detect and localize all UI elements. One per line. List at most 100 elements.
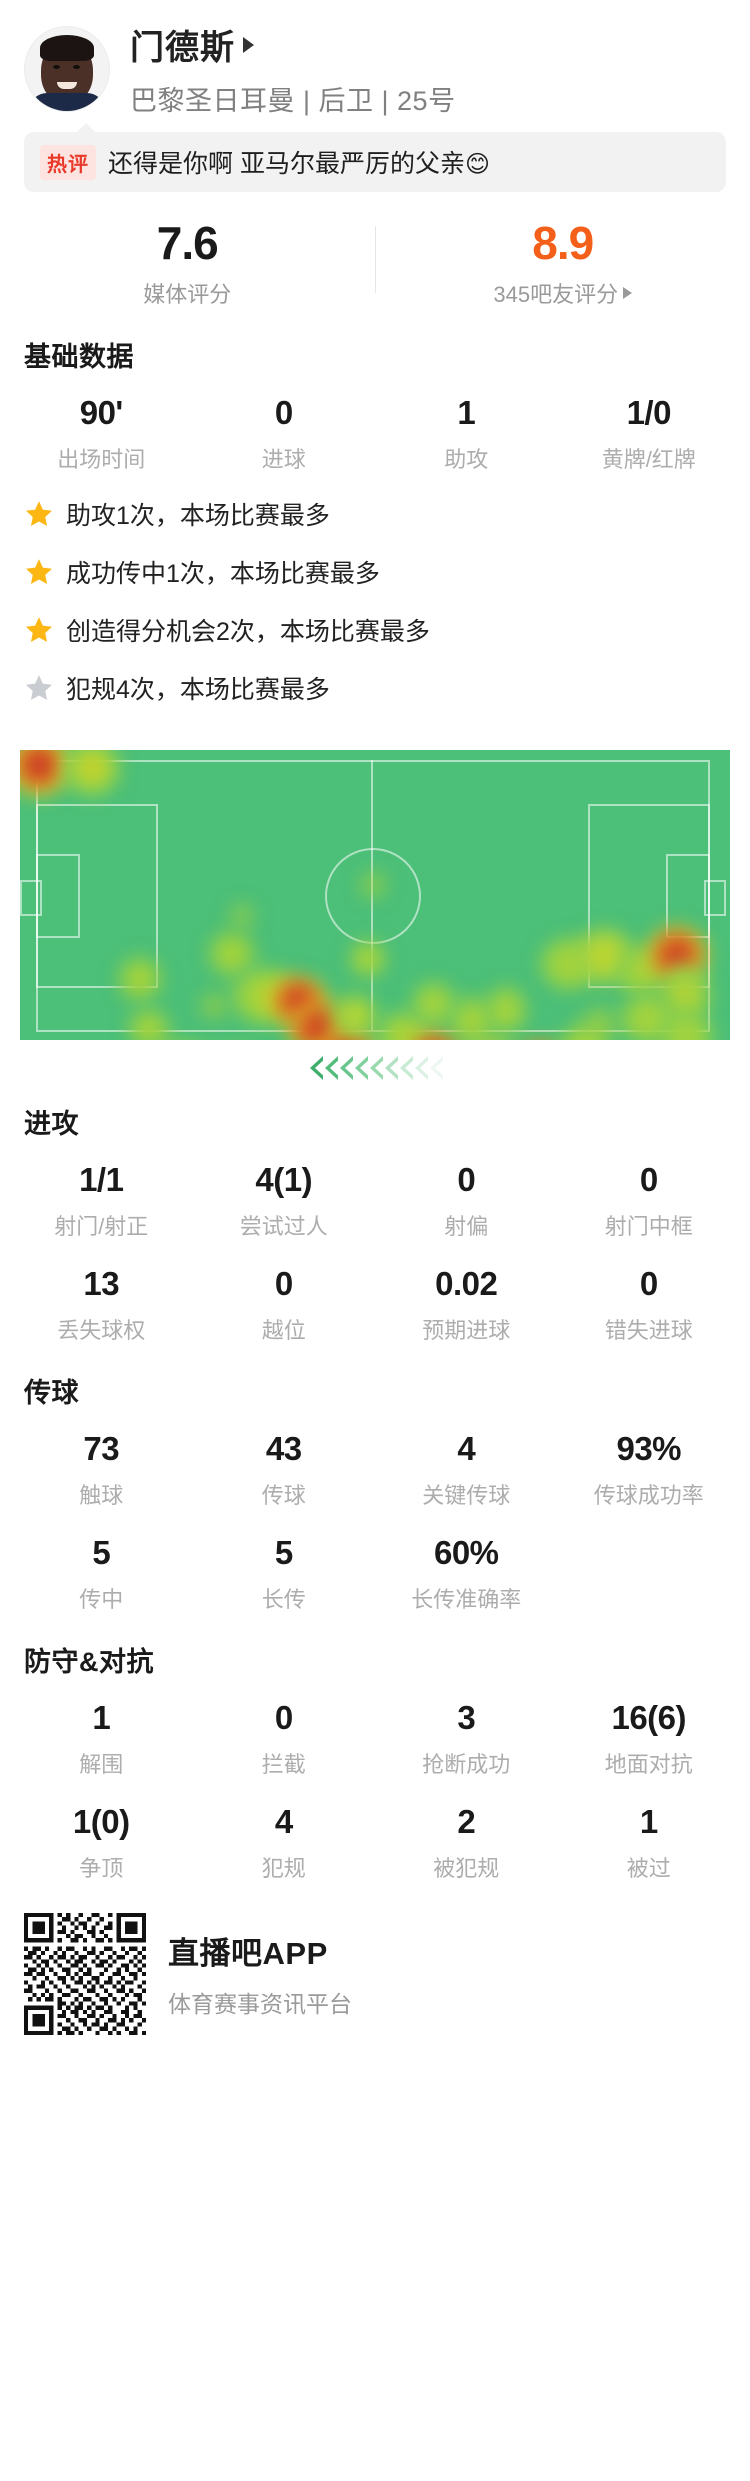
stat-label: 射门/射正 — [54, 1213, 149, 1239]
player-name-row[interactable]: 门德斯 — [130, 20, 456, 69]
stat-value: 2 — [457, 1802, 476, 1840]
stat-fouled: 2 被犯规 — [375, 1803, 558, 1883]
stat-label: 传球成功率 — [593, 1482, 704, 1508]
stat-value: 5 — [274, 1533, 293, 1571]
chevron-left-icon — [354, 1055, 373, 1080]
highlight-text: 犯规4次，本场比赛最多 — [66, 675, 330, 704]
stat-possession-lost: 13 丢失球权 — [10, 1265, 193, 1345]
stat-ground-duels: 16(6) 地面对抗 — [558, 1699, 741, 1779]
stat-cards: 1/0 黄牌/红牌 — [558, 394, 741, 474]
stat-key-passes: 4 关键传球 — [375, 1430, 558, 1510]
stat-label: 传球 — [261, 1482, 306, 1508]
media-rating-label-text: 媒体评分 — [143, 281, 232, 307]
heatmap-section — [0, 728, 750, 1080]
section-title-basic: 基础数据 — [24, 341, 134, 372]
stat-label: 被犯规 — [433, 1855, 500, 1881]
hot-comment-body: 还得是你啊 亚马尔最严厉的父亲 — [108, 150, 465, 178]
stat-row-defense-2: 1(0) 争顶 4 犯规 2 被犯规 1 被过 — [0, 1783, 750, 1887]
stat-clearances: 1 解围 — [10, 1699, 193, 1779]
stat-label: 解围 — [79, 1751, 124, 1777]
player-heatmap — [20, 749, 730, 1040]
ratings-divider — [374, 226, 376, 293]
stat-value: 16(6) — [611, 1698, 687, 1736]
stat-value: 0 — [639, 1264, 658, 1302]
stat-touches: 73 触球 — [10, 1430, 193, 1510]
stat-label: 传中 — [79, 1586, 124, 1612]
stat-big-chance-missed: 0 错失进球 — [558, 1265, 741, 1345]
avatar — [24, 26, 110, 112]
stat-label: 犯规 — [261, 1855, 306, 1881]
stat-shots: 1/1 射门/射正 — [10, 1161, 193, 1241]
stat-label: 射偏 — [444, 1213, 489, 1239]
stat-value: 4 — [457, 1429, 476, 1467]
stat-label: 射门中框 — [604, 1213, 693, 1239]
stat-value: 3 — [457, 1698, 476, 1736]
stat-xg: 0.02 预期进球 — [375, 1265, 558, 1345]
fan-rating-label[interactable]: 345吧友评分 — [376, 277, 750, 309]
direction-arrows — [20, 1040, 730, 1080]
stat-label: 进球 — [261, 446, 306, 472]
stat-label: 长传准确率 — [411, 1586, 522, 1612]
chevron-left-icon — [414, 1055, 433, 1080]
page-title: 门德斯 — [130, 29, 235, 67]
stat-value: 93% — [616, 1429, 682, 1467]
stat-assists: 1 助攻 — [375, 394, 558, 474]
star-icon — [26, 558, 52, 584]
star-icon — [26, 674, 52, 700]
stat-label: 预期进球 — [422, 1317, 511, 1343]
stat-label: 拦截 — [261, 1751, 306, 1777]
smile-emoji-icon: 😊 — [464, 151, 490, 178]
stat-passes: 43 传球 — [193, 1430, 376, 1510]
chevron-left-icon — [384, 1055, 403, 1080]
fan-rating[interactable]: 8.9 345吧友评分 — [376, 218, 750, 309]
section-title-attack: 进攻 — [24, 1108, 79, 1139]
stat-row-attack-2: 13 丢失球权 0 越位 0.02 预期进球 0 错失进球 — [0, 1245, 750, 1349]
hot-comment-bubble[interactable]: 热评 还得是你啊 亚马尔最严厉的父亲😊 — [24, 123, 726, 192]
highlights-list: 助攻1次，本场比赛最多 成功传中1次，本场比赛最多 创造得分机会2次，本场比赛最… — [0, 478, 750, 706]
stat-goals: 0 进球 — [193, 394, 376, 474]
stat-row-basic-1: 90' 出场时间 0 进球 1 助攻 1/0 黄牌/红牌 — [0, 374, 750, 478]
stat-label: 越位 — [261, 1317, 306, 1343]
stat-label: 错失进球 — [604, 1317, 693, 1343]
section-title-passing: 传球 — [24, 1377, 79, 1408]
stat-label: 被过 — [626, 1855, 671, 1881]
stat-value: 0 — [274, 393, 293, 431]
player-header: 门德斯 巴黎圣日耳曼 | 后卫 | 25号 — [0, 0, 750, 118]
fan-rating-label-text: 345吧友评分 — [493, 281, 619, 307]
chevron-right-icon — [243, 36, 254, 53]
hot-comment-section: 热评 还得是你啊 亚马尔最严厉的父亲😊 — [0, 118, 750, 192]
ratings-row: 7.6 媒体评分 8.9 345吧友评分 — [0, 192, 750, 313]
stat-value: 90' — [79, 393, 124, 431]
stat-label: 触球 — [79, 1482, 124, 1508]
chevron-left-icon — [324, 1055, 343, 1080]
stat-value: 0 — [639, 1160, 658, 1198]
stat-value: 0 — [457, 1160, 476, 1198]
stat-value: 0.02 — [435, 1264, 498, 1302]
section-title-defense: 防守&对抗 — [24, 1646, 154, 1677]
stat-minutes: 90' 出场时间 — [10, 394, 193, 474]
list-item: 犯规4次，本场比赛最多 — [24, 670, 726, 706]
app-name: 直播吧APP — [168, 1936, 328, 1972]
stat-label: 黄牌/红牌 — [601, 446, 696, 472]
stat-label: 争顶 — [79, 1855, 124, 1881]
app-tagline: 体育赛事资讯平台 — [168, 1991, 352, 2018]
chevron-left-icon — [309, 1055, 328, 1080]
media-rating: 7.6 媒体评分 — [0, 218, 375, 309]
stat-value: 1/1 — [79, 1160, 124, 1198]
fan-rating-value: 8.9 — [532, 217, 594, 269]
stat-woodwork: 0 射门中框 — [558, 1161, 741, 1241]
chevron-left-icon — [399, 1055, 418, 1080]
stat-row-passing-2: 5 传中 5 长传 60% 长传准确率 — [0, 1514, 750, 1618]
stat-value: 43 — [265, 1429, 302, 1467]
stat-row-passing-1: 73 触球 43 传球 4 关键传球 93% 传球成功率 — [0, 1410, 750, 1514]
stat-dribbles: 4(1) 尝试过人 — [193, 1161, 376, 1241]
stat-label: 出场时间 — [57, 446, 146, 472]
stat-value: 1(0) — [72, 1802, 130, 1840]
stat-value: 0 — [274, 1698, 293, 1736]
media-rating-value: 7.6 — [156, 217, 219, 269]
stat-row-attack-1: 1/1 射门/射正 4(1) 尝试过人 0 射偏 0 射门中框 — [0, 1141, 750, 1245]
stat-value: 4(1) — [255, 1160, 313, 1198]
list-item: 成功传中1次，本场比赛最多 — [24, 554, 726, 590]
stat-value: 1 — [639, 1802, 658, 1840]
stat-label: 丢失球权 — [57, 1317, 146, 1343]
